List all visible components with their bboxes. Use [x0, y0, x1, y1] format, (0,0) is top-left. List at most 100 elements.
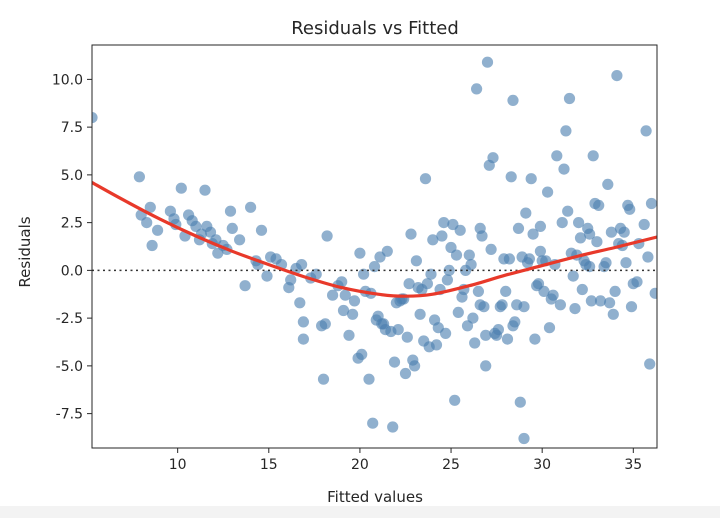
- residual-point: [569, 303, 581, 315]
- residual-point: [487, 152, 499, 164]
- residual-point: [584, 228, 596, 240]
- residual-point: [352, 352, 364, 364]
- residual-point: [645, 197, 657, 210]
- residual-point: [594, 295, 607, 307]
- residual-point: [492, 324, 504, 336]
- residual-point: [644, 358, 656, 370]
- residual-point: [337, 304, 350, 317]
- residual-point: [199, 184, 211, 196]
- residual-point: [363, 373, 375, 385]
- residual-point: [531, 280, 543, 292]
- residual-point: [580, 259, 592, 271]
- y-tick-label: -5.0: [56, 359, 83, 375]
- residual-point: [410, 255, 422, 267]
- residual-point: [175, 182, 187, 194]
- residual-point: [224, 205, 237, 217]
- residual-point: [407, 354, 419, 366]
- residual-point: [374, 251, 386, 263]
- residual-point: [245, 201, 257, 213]
- residual-point: [425, 268, 437, 280]
- y-tick-label: 5.0: [61, 168, 83, 184]
- x-tick-label: 20: [351, 457, 369, 473]
- residual-point: [403, 278, 415, 290]
- y-tick-label: 7.5: [61, 120, 83, 136]
- residual-point: [297, 333, 309, 345]
- residual-point: [525, 173, 537, 185]
- residual-point: [638, 218, 650, 231]
- residual-point: [321, 230, 333, 242]
- residual-point: [358, 268, 370, 280]
- residual-point: [441, 274, 453, 286]
- residual-point: [296, 259, 308, 271]
- residual-point: [450, 249, 463, 261]
- residual-point: [512, 222, 525, 234]
- residual-point: [385, 325, 397, 338]
- residual-point: [485, 243, 497, 255]
- residual-point: [133, 171, 145, 183]
- residual-point: [547, 289, 559, 301]
- residual-point: [481, 56, 494, 68]
- residual-point: [573, 217, 585, 229]
- residual-point: [418, 335, 430, 347]
- residual-point: [574, 232, 587, 244]
- residual-point: [141, 217, 153, 229]
- residual-point: [239, 280, 251, 292]
- x-tick-label: 35: [624, 457, 642, 473]
- residual-point: [509, 316, 521, 328]
- y-tick-label: 2.5: [61, 216, 83, 232]
- x-axis-label: Fitted values: [327, 488, 423, 506]
- residual-point: [438, 217, 450, 229]
- residual-point: [607, 308, 619, 320]
- residual-point: [518, 432, 530, 445]
- residual-point: [405, 228, 417, 240]
- y-axis-label: Residuals: [16, 216, 34, 287]
- residual-point: [591, 236, 603, 248]
- residual-point: [294, 297, 306, 309]
- scatter-points: [92, 56, 657, 445]
- residual-point: [625, 301, 638, 313]
- residual-point: [480, 329, 492, 341]
- residual-point: [554, 299, 567, 311]
- y-tick-label: -2.5: [56, 311, 83, 327]
- residual-point: [454, 224, 466, 236]
- y-axis-ticks: 10.0 7.5 5.0 2.5 0.0 -2.5 -5.0 -7.5: [52, 72, 92, 423]
- residual-point: [562, 205, 574, 217]
- residual-point: [551, 150, 563, 162]
- residual-point: [529, 333, 541, 345]
- residual-point: [585, 295, 598, 307]
- residual-point: [152, 224, 164, 236]
- residual-point: [598, 261, 610, 273]
- residual-point: [649, 287, 657, 299]
- y-tick-label: 10.0: [52, 72, 83, 88]
- residual-point: [511, 299, 523, 311]
- residual-point: [463, 249, 475, 261]
- residual-point: [503, 253, 515, 265]
- residual-point: [480, 360, 492, 372]
- residual-point: [347, 308, 359, 320]
- residual-point: [640, 125, 652, 137]
- residual-point: [212, 247, 224, 259]
- residual-point: [624, 203, 636, 215]
- residual-point: [255, 224, 268, 236]
- residual-point: [514, 396, 526, 408]
- x-tick-label: 25: [442, 457, 460, 473]
- residual-point: [92, 112, 98, 124]
- residual-point: [414, 308, 426, 320]
- residual-point: [285, 274, 297, 286]
- residual-point: [543, 322, 556, 334]
- residual-point: [558, 163, 570, 175]
- axes-frame: [91, 44, 658, 449]
- x-tick-label: 10: [169, 457, 187, 473]
- lowess-line: [92, 180, 657, 298]
- residual-point: [563, 92, 576, 105]
- residual-point: [476, 230, 488, 242]
- residual-point: [507, 94, 519, 106]
- residual-point: [560, 125, 572, 137]
- residual-point: [378, 318, 390, 330]
- residual-point: [465, 259, 477, 271]
- residual-point: [567, 270, 579, 282]
- residual-point: [343, 329, 355, 341]
- residual-point: [368, 261, 381, 273]
- residual-point: [474, 299, 486, 311]
